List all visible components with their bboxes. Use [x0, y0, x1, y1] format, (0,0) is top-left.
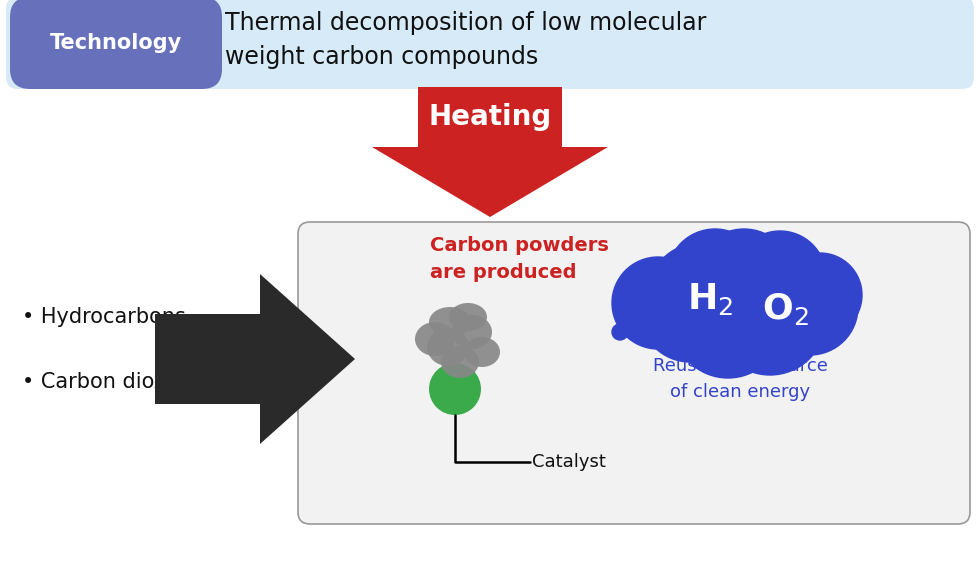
Circle shape — [626, 307, 650, 331]
Circle shape — [778, 253, 862, 337]
Circle shape — [726, 245, 830, 349]
Text: Technology: Technology — [50, 33, 182, 53]
Text: Catalyst: Catalyst — [532, 453, 606, 471]
Text: • Carbon dioxide gas: • Carbon dioxide gas — [22, 372, 242, 392]
Circle shape — [682, 231, 798, 347]
Circle shape — [640, 262, 740, 362]
Circle shape — [673, 268, 783, 378]
Ellipse shape — [464, 337, 500, 367]
Circle shape — [762, 259, 858, 355]
Ellipse shape — [429, 363, 481, 415]
Ellipse shape — [427, 328, 469, 366]
Circle shape — [714, 263, 826, 375]
Circle shape — [612, 324, 628, 340]
FancyBboxPatch shape — [298, 222, 970, 524]
Circle shape — [648, 243, 752, 347]
Text: • Hydrocarbons: • Hydrocarbons — [22, 307, 186, 327]
Ellipse shape — [449, 303, 487, 331]
Text: Heating: Heating — [428, 103, 552, 131]
Circle shape — [694, 229, 794, 329]
Ellipse shape — [640, 254, 840, 344]
Text: H$_2$: H$_2$ — [687, 281, 733, 317]
Text: Reused as a source
of clean energy: Reused as a source of clean energy — [653, 357, 827, 401]
Circle shape — [646, 297, 666, 317]
Text: O$_2$: O$_2$ — [761, 291, 808, 327]
Circle shape — [734, 231, 826, 323]
FancyBboxPatch shape — [6, 0, 974, 89]
Ellipse shape — [452, 315, 492, 349]
Circle shape — [667, 229, 763, 325]
FancyBboxPatch shape — [10, 0, 222, 89]
Ellipse shape — [415, 322, 455, 356]
Ellipse shape — [441, 346, 479, 378]
Text: Thermal decomposition of low molecular
weight carbon compounds: Thermal decomposition of low molecular w… — [225, 11, 707, 69]
Polygon shape — [372, 87, 608, 217]
Ellipse shape — [429, 307, 471, 337]
Circle shape — [612, 257, 704, 349]
Text: Carbon powders
are produced: Carbon powders are produced — [430, 236, 609, 282]
Polygon shape — [155, 274, 355, 444]
